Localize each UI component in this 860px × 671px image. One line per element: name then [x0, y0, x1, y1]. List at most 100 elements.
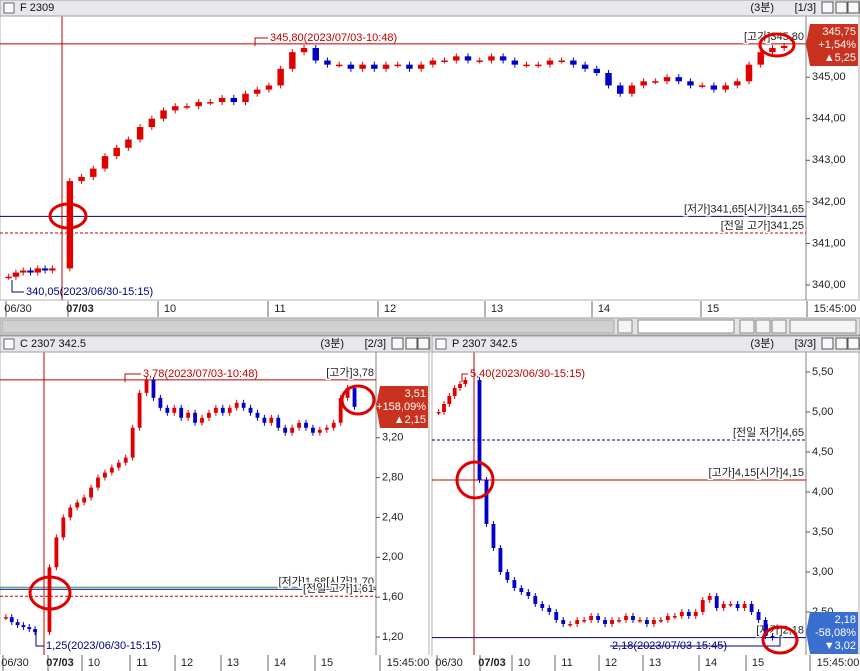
- candle: [382, 64, 390, 69]
- chart-panel: 340,00 341,00 342,00 343,00 344,00 345,00 [고가]…: [0, 0, 860, 317]
- candle: [780, 45, 788, 49]
- panel-header: [431, 335, 860, 353]
- nav-button[interactable]: [755, 319, 771, 334]
- zoom-slider[interactable]: [637, 319, 735, 334]
- candle: [547, 608, 552, 612]
- candle: [290, 427, 295, 433]
- candle: [160, 110, 167, 119]
- window-button[interactable]: [847, 337, 860, 350]
- candle: [700, 600, 705, 612]
- candle: [352, 387, 357, 407]
- zoom-buttons[interactable]: [789, 319, 857, 334]
- candle: [68, 507, 73, 518]
- candle: [645, 620, 649, 624]
- scroll-thumb[interactable]: [1, 319, 615, 334]
- candle: [300, 48, 308, 53]
- candle: [546, 60, 554, 65]
- candle: [533, 596, 538, 604]
- panel-period: (3분): [750, 338, 774, 350]
- candle: [265, 85, 273, 90]
- candle: [734, 81, 741, 86]
- candle: [345, 387, 350, 398]
- candle: [136, 127, 144, 140]
- y-tick-label: 4,50: [812, 446, 833, 458]
- panel-page: [3/3]: [795, 338, 816, 350]
- candle: [89, 487, 93, 498]
- window-button[interactable]: [835, 1, 848, 14]
- y-tick-label: 343,00: [812, 154, 846, 166]
- panel-title: F 2309: [20, 2, 54, 14]
- candle: [698, 85, 706, 87]
- window-button[interactable]: [821, 1, 834, 14]
- y-tick-label: 2,80: [382, 471, 403, 483]
- candle: [735, 604, 740, 608]
- candle: [491, 524, 496, 548]
- candle: [186, 412, 191, 418]
- candle: [512, 580, 517, 588]
- candle: [241, 402, 246, 408]
- window-button[interactable]: [821, 337, 834, 350]
- panel-period: (3분): [320, 338, 344, 350]
- window-button[interactable]: [417, 337, 430, 350]
- nav-button[interactable]: [739, 319, 755, 334]
- candle: [624, 616, 628, 620]
- window-button[interactable]: [391, 337, 404, 350]
- candle: [488, 56, 495, 61]
- panel-title: C 2307 342.5: [20, 338, 86, 350]
- candle: [686, 612, 691, 616]
- window-button[interactable]: [405, 337, 418, 350]
- candle: [523, 64, 530, 67]
- candle: [195, 102, 202, 107]
- scroll-button[interactable]: [617, 319, 633, 334]
- window-button[interactable]: [847, 1, 860, 14]
- candle: [617, 620, 621, 622]
- x-tick-label: 15:45:00: [814, 303, 857, 315]
- note-pointer: [11, 280, 24, 293]
- candle: [535, 64, 542, 67]
- candle: [763, 620, 768, 636]
- candle: [227, 407, 232, 413]
- candle: [561, 620, 566, 624]
- candle: [540, 604, 545, 608]
- level-label: [저가]1,68[시가]1,70: [278, 575, 374, 588]
- candle: [519, 588, 524, 592]
- note-pointer: [610, 636, 781, 647]
- candle: [297, 422, 301, 428]
- candle: [123, 457, 128, 463]
- candle: [172, 106, 179, 111]
- candle: [441, 60, 448, 62]
- window-button[interactable]: [835, 337, 848, 350]
- x-tick-label: 15:45:00: [387, 657, 430, 669]
- x-tick-label: 12: [181, 657, 193, 669]
- price-box: [806, 24, 858, 66]
- candle: [417, 64, 425, 69]
- candle: [394, 64, 401, 67]
- candle: [603, 620, 607, 624]
- candle: [710, 85, 718, 90]
- candle: [721, 604, 726, 608]
- panel-page: [1/3]: [795, 2, 816, 14]
- panel-title: P 2307 342.5: [452, 338, 517, 350]
- x-tick-label: 10: [88, 657, 100, 669]
- x-tick-label: 15: [321, 657, 333, 669]
- candle: [652, 81, 659, 83]
- candle: [82, 497, 87, 503]
- nav-button[interactable]: [771, 319, 787, 334]
- candle: [103, 472, 107, 478]
- chart-panel: 2,503,003,504,004,505,005,50[전일 저가]4,65[…: [431, 335, 860, 671]
- candle: [498, 548, 503, 572]
- candle: [277, 68, 284, 86]
- y-tick-label: 3,00: [812, 566, 833, 578]
- x-tick-label: 11: [274, 303, 285, 315]
- y-tick-label: 345,00: [812, 71, 846, 83]
- scroll-bar[interactable]: [0, 317, 860, 336]
- candle: [289, 52, 296, 69]
- candle: [628, 85, 636, 94]
- candle: [312, 48, 319, 61]
- level-label: [전일 고가]1,61: [303, 581, 374, 595]
- candle: [78, 176, 85, 182]
- level-label: [전일 고가]341,25: [721, 218, 804, 232]
- x-tick-label: 14: [598, 303, 610, 315]
- panel-page: [2/3]: [365, 338, 386, 350]
- note-pointer: [254, 37, 268, 46]
